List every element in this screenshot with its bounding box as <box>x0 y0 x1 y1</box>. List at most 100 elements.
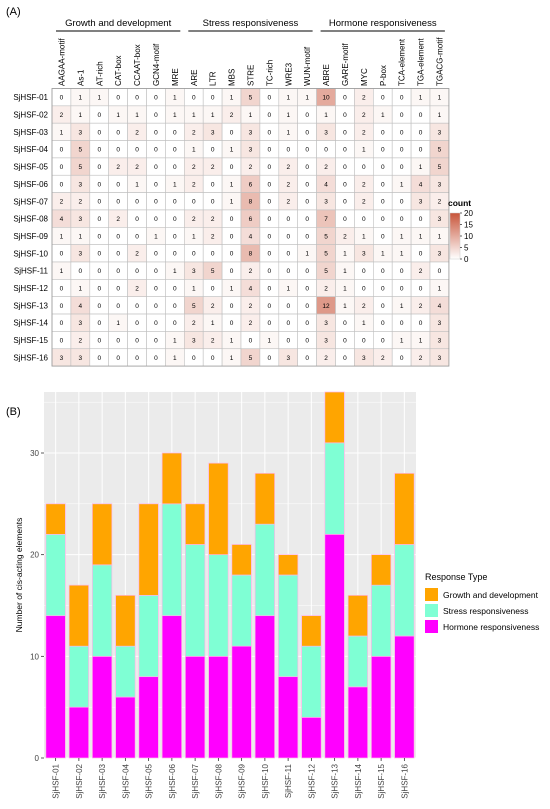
row-label: SjHSF-02 <box>13 111 48 120</box>
cell-value: 1 <box>343 251 347 258</box>
bar-segment <box>161 452 182 505</box>
cell-value: 0 <box>116 147 120 154</box>
cell-value: 0 <box>400 355 404 362</box>
cell-value: 0 <box>211 285 215 292</box>
column-label: MYC <box>360 68 369 86</box>
cell-value: 5 <box>211 268 215 275</box>
cell-value: 0 <box>343 147 347 154</box>
cell-value: 4 <box>438 303 442 310</box>
cell-value: 8 <box>249 251 253 258</box>
column-label: STRE <box>246 65 255 86</box>
cell-value: 1 <box>230 199 234 206</box>
cell-value: 0 <box>154 181 158 188</box>
cell-value: 0 <box>362 268 366 275</box>
cell-value: 2 <box>286 164 290 171</box>
legend-entry: Growth and development <box>443 590 539 600</box>
cell-value: 0 <box>381 320 385 327</box>
cell-value: 3 <box>438 216 442 223</box>
cell-value: 0 <box>116 355 120 362</box>
cell-value: 0 <box>305 147 309 154</box>
cell-value: 1 <box>400 337 404 344</box>
legend-entry: Stress responsiveness <box>443 606 529 616</box>
cell-value: 0 <box>135 199 139 206</box>
cell-value: 10 <box>322 95 330 102</box>
bar-segment <box>208 655 229 759</box>
cell-value: 0 <box>381 303 385 310</box>
cell-value: 1 <box>135 112 139 119</box>
column-label: As-1 <box>76 69 85 86</box>
column-label: TGACG-motif <box>435 37 444 86</box>
cell-value: 0 <box>305 112 309 119</box>
bar-segment <box>115 696 136 759</box>
cell-value: 3 <box>249 129 253 136</box>
column-label: TC-rich <box>265 60 274 86</box>
cell-value: 0 <box>135 147 139 154</box>
bar-segment <box>231 645 252 759</box>
cell-value: 0 <box>362 216 366 223</box>
cell-value: 0 <box>343 337 347 344</box>
column-label: TCA-element <box>398 38 407 86</box>
cell-value: 1 <box>192 285 196 292</box>
cell-value: 0 <box>154 303 158 310</box>
cell-value: 0 <box>154 147 158 154</box>
cell-value: 3 <box>419 199 423 206</box>
cell-value: 1 <box>60 129 64 136</box>
x-tick-label: SjHSF-11 <box>284 763 293 798</box>
cell-value: 1 <box>79 285 83 292</box>
cell-value: 5 <box>249 355 253 362</box>
heatmap-border <box>51 88 450 367</box>
cell-value: 0 <box>343 216 347 223</box>
cell-value: 3 <box>192 337 196 344</box>
cell-value: 0 <box>116 251 120 258</box>
column-label: WUN-motif <box>303 46 312 86</box>
cell-value: 1 <box>400 233 404 240</box>
cell-value: 0 <box>230 164 234 171</box>
cell-value: 0 <box>362 285 366 292</box>
cell-value: 0 <box>419 285 423 292</box>
cell-value: 0 <box>268 303 272 310</box>
bar-segment <box>324 533 345 759</box>
cell-value: 3 <box>211 129 215 136</box>
row-label: SjHSF-13 <box>13 301 48 310</box>
cell-value: 3 <box>324 199 328 206</box>
cell-value: 0 <box>154 268 158 275</box>
cell-value: 0 <box>116 233 120 240</box>
cell-value: 0 <box>97 337 101 344</box>
cell-value: 0 <box>154 320 158 327</box>
bar-segment <box>278 574 299 678</box>
cell-value: 0 <box>400 199 404 206</box>
cell-value: 2 <box>419 303 423 310</box>
cell-value: 1 <box>305 251 309 258</box>
cell-value: 0 <box>305 268 309 275</box>
cell-value: 2 <box>192 181 196 188</box>
cell-value: 0 <box>97 303 101 310</box>
cell-value: 0 <box>268 251 272 258</box>
cell-value: 2 <box>211 337 215 344</box>
bar-segment <box>68 645 89 708</box>
cell-value: 2 <box>362 199 366 206</box>
cell-value: 0 <box>268 216 272 223</box>
bar-segment <box>138 594 159 678</box>
cell-value: 0 <box>97 216 101 223</box>
bar-segment <box>347 635 368 688</box>
cell-value: 1 <box>60 268 64 275</box>
bar-segment <box>161 615 182 759</box>
cell-value: 3 <box>60 355 64 362</box>
cell-value: 2 <box>211 303 215 310</box>
cell-value: 12 <box>322 303 330 310</box>
cell-value: 0 <box>400 285 404 292</box>
cell-value: 5 <box>79 164 83 171</box>
cell-value: 0 <box>286 147 290 154</box>
cell-value: 1 <box>381 112 385 119</box>
bar-segment <box>231 574 252 647</box>
cell-value: 0 <box>343 199 347 206</box>
row-label: SjHSF-11 <box>14 267 49 276</box>
bar-segment <box>138 676 159 759</box>
bar-segment <box>394 472 415 545</box>
cell-value: 5 <box>438 164 442 171</box>
cell-value: 1 <box>173 95 177 102</box>
cell-value: 0 <box>60 164 64 171</box>
x-tick-label: SjHSF-03 <box>98 763 107 798</box>
cell-value: 0 <box>400 95 404 102</box>
cell-value: 1 <box>79 112 83 119</box>
